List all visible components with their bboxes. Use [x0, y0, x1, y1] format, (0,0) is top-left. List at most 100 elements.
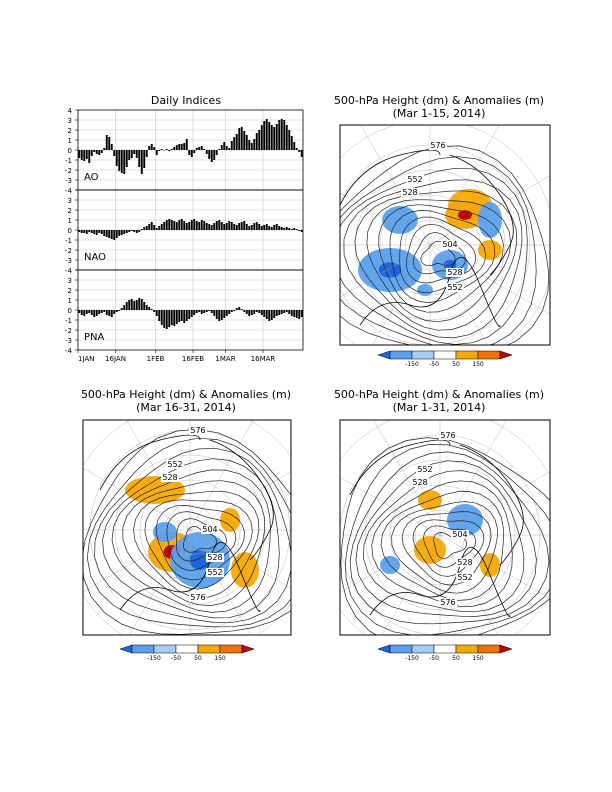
bar-ao: [255, 133, 258, 150]
meridian: [382, 534, 441, 635]
bar-pna: [153, 310, 156, 312]
bar-pna: [130, 299, 133, 310]
bar-pna: [228, 310, 231, 314]
colorbar-tick-label: 50: [452, 655, 460, 662]
contour-label-bg: [166, 460, 184, 469]
bar-pna: [218, 310, 221, 321]
bar-ao: [210, 150, 213, 162]
bar-nao: [293, 228, 296, 230]
bar-pna: [173, 310, 176, 326]
bar-ao: [185, 139, 188, 150]
x-tick-label: 1JAN: [78, 355, 94, 363]
bar-pna: [225, 310, 228, 316]
bar-ao: [128, 150, 131, 160]
bar-nao: [85, 230, 88, 234]
contour-label: 528: [402, 188, 417, 197]
bar-ao: [168, 150, 171, 151]
bar-pna: [145, 305, 148, 310]
bar-ao: [200, 146, 203, 150]
bar-ao: [93, 150, 96, 152]
bar-pna: [158, 310, 161, 321]
meridian: [189, 529, 291, 589]
bar-pna: [118, 310, 121, 311]
bar-pna: [245, 310, 248, 314]
bar-pna: [150, 309, 153, 310]
y-tick-label: -4: [65, 187, 73, 195]
bar-nao: [123, 230, 126, 234]
bar-nao: [285, 227, 288, 230]
bar-pna: [140, 299, 143, 310]
y-tick-label: 1: [68, 297, 72, 305]
bar-nao: [100, 230, 103, 234]
bar-nao: [113, 230, 116, 240]
y-tick-label: 1: [68, 137, 72, 145]
colorbar-segment: [477, 350, 501, 360]
bar-nao: [265, 224, 268, 230]
bar-nao: [180, 219, 183, 230]
bar-nao: [173, 221, 176, 230]
bar-nao: [200, 220, 203, 230]
bar-ao: [238, 128, 241, 150]
bar-ao: [243, 131, 246, 150]
map-panel-1: 500-hPa Height (dm) & Anomalies (m) (Mar…: [334, 94, 551, 368]
y-tick-label: -4: [65, 347, 73, 355]
colorbar-arrow-left: [377, 644, 391, 654]
bar-nao: [188, 222, 191, 230]
bar-pna: [223, 310, 226, 318]
bar-pna: [80, 310, 83, 315]
meridian: [360, 125, 431, 246]
contour-label: 528: [447, 268, 462, 277]
bar-pna: [115, 310, 118, 312]
index-name: AO: [84, 172, 99, 183]
bar-pna: [255, 310, 258, 312]
bar-nao: [98, 230, 101, 233]
bar-ao: [123, 150, 126, 174]
bar-nao: [290, 229, 293, 230]
bar-ao: [170, 149, 173, 150]
colorbar-tick-label: -150: [147, 655, 161, 662]
height-contour: [86, 437, 291, 628]
colorbar-segment: [433, 350, 457, 360]
x-tick-label: 16MAR: [251, 355, 276, 363]
index-name: PNA: [84, 332, 105, 343]
bar-ao: [245, 135, 248, 150]
bar-ao: [218, 149, 221, 150]
colorbar-tick-label: -150: [405, 361, 419, 368]
bar-ao: [88, 150, 91, 163]
y-tick-label: -1: [65, 237, 72, 245]
map2-title: 500-hPa Height (dm) & Anomalies (m): [81, 388, 291, 401]
bar-pna: [203, 310, 206, 313]
bar-pna: [300, 310, 303, 317]
colorbar-tick-label: 150: [472, 655, 484, 662]
bar-ao: [273, 127, 276, 150]
height-contour: [345, 444, 550, 635]
contour-label-bg: [456, 573, 474, 582]
map-body: 576 552 528 504 528 552: [340, 125, 550, 345]
bar-nao: [115, 230, 118, 238]
bar-nao: [118, 230, 121, 236]
contour-label: 552: [207, 568, 222, 577]
map-frame: [82, 419, 292, 636]
bar-pna: [165, 310, 168, 329]
colorbar-segment: [455, 350, 479, 360]
bar-ao: [148, 146, 151, 150]
height-contour: [355, 460, 537, 617]
bar-ao: [253, 139, 256, 150]
bar-nao: [228, 221, 231, 230]
map1-title: 500-hPa Height (dm) & Anomalies (m): [334, 94, 544, 107]
height-contour: [340, 437, 550, 635]
bar-pna: [128, 300, 131, 310]
bar-pna: [83, 310, 86, 316]
coastline: [340, 149, 441, 206]
map3-title: 500-hPa Height (dm) & Anomalies (m): [334, 388, 544, 401]
bar-ao: [265, 119, 268, 150]
bar-nao: [275, 224, 278, 230]
height-contour: [133, 490, 260, 598]
x-tick-label: 1FEB: [147, 355, 165, 363]
y-tick-label: -4: [65, 267, 73, 275]
map1-subtitle: (Mar 1-15, 2014): [393, 107, 486, 120]
bar-ao: [158, 150, 161, 151]
meridian: [429, 125, 500, 246]
bar-nao: [260, 226, 263, 230]
bar-nao: [238, 223, 241, 230]
